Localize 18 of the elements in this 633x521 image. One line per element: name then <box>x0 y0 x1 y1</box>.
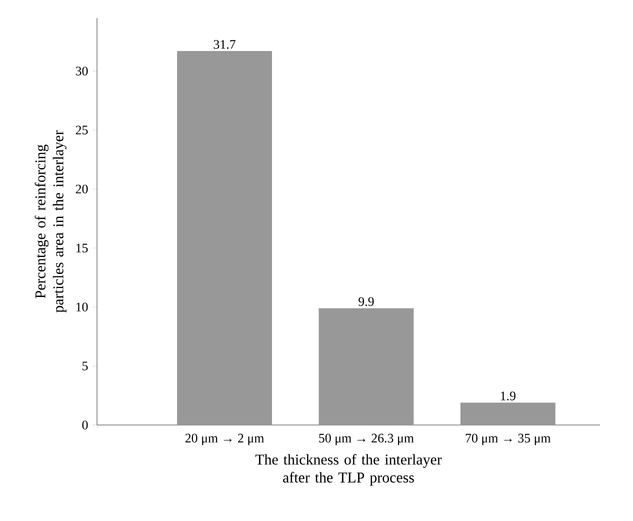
y-tick-label: 0 <box>82 420 88 430</box>
x-tick-label: 70 μm → 35 μm <box>466 434 551 446</box>
data-label: 31.7 <box>214 40 236 49</box>
y-tick-label: 10 <box>76 302 88 312</box>
y-tick-label: 5 <box>82 362 88 370</box>
data-label: 1.9 <box>500 392 516 400</box>
x-axis-title: The thickness of the interlayer after the TLP process <box>255 454 442 486</box>
y-tick-label: 30 <box>76 66 88 76</box>
y-tick-label: 20 <box>76 184 88 194</box>
bar <box>460 402 556 425</box>
bar <box>177 51 272 425</box>
bar <box>318 308 414 425</box>
y-tick-label: 15 <box>76 244 88 252</box>
x-tick-label: 20 μm → 2 μm <box>185 434 264 446</box>
x-tick-label: 50 μm → 26.3 μm <box>319 434 414 446</box>
y-tick-label: 25 <box>76 126 88 134</box>
y-axis-title: Percentage of reinforcing particles area in the interlayer <box>34 130 66 313</box>
data-label: 9.9 <box>358 297 374 306</box>
